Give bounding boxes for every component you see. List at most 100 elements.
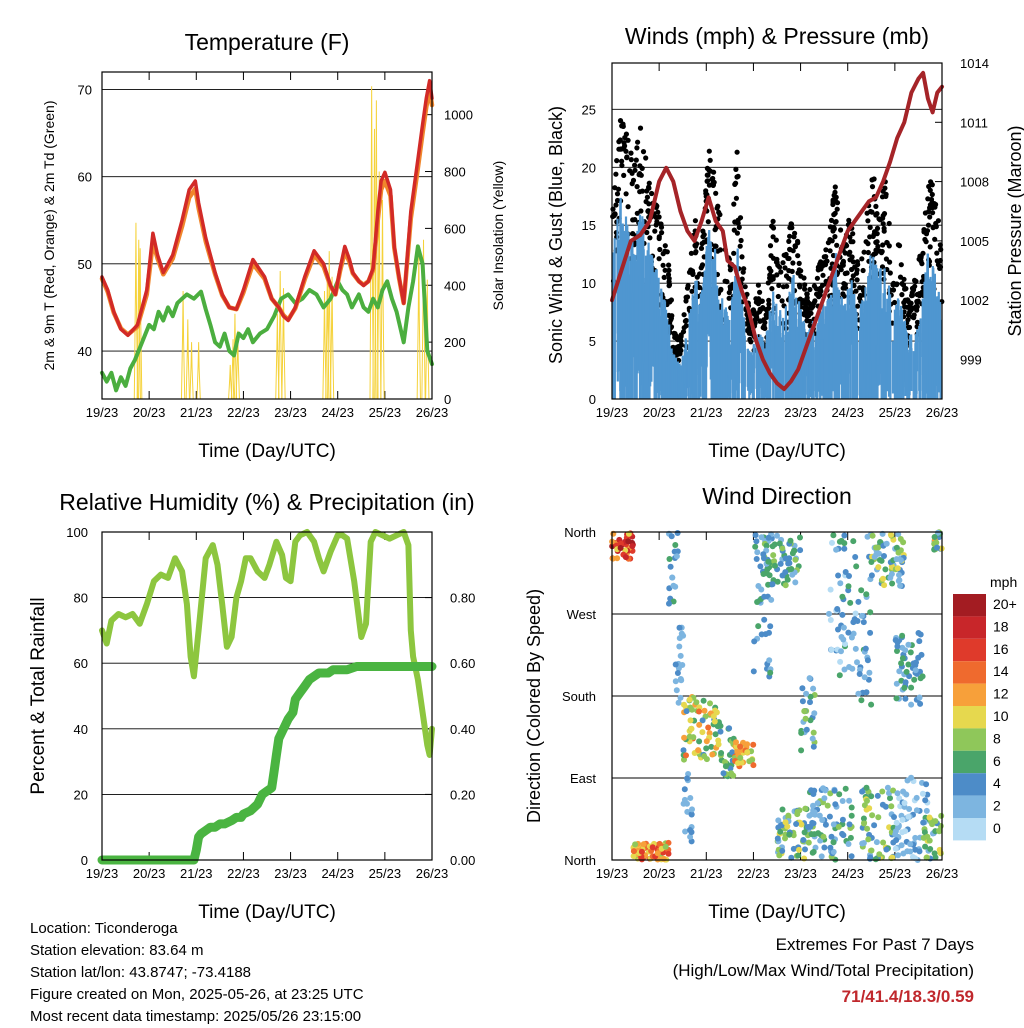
gust-point <box>847 234 853 240</box>
direction-point <box>811 809 818 816</box>
direction-point <box>755 583 762 589</box>
gust-point <box>776 282 782 288</box>
legend-swatch <box>953 616 986 639</box>
gust-point <box>930 210 936 216</box>
solar-line <box>232 313 238 400</box>
direction-point <box>836 791 843 798</box>
x-tick-label: 25/23 <box>879 866 912 881</box>
direction-point <box>893 819 900 826</box>
direction-point <box>662 843 669 850</box>
solar-line <box>228 364 233 400</box>
legend-swatch <box>953 750 986 774</box>
gust-point <box>913 304 919 310</box>
direction-point <box>696 738 703 745</box>
direction-point <box>687 827 693 833</box>
legend-label: 10 <box>993 708 1009 724</box>
x-tick-label: 20/23 <box>133 866 166 881</box>
gust-point <box>832 210 838 216</box>
gust-point <box>790 248 796 254</box>
direction-point <box>672 661 679 668</box>
gust-point <box>881 228 887 234</box>
direction-point <box>897 536 904 542</box>
gust-point <box>780 260 786 266</box>
gust-point <box>902 286 908 292</box>
gust-point <box>634 145 640 151</box>
direction-point <box>683 752 689 759</box>
direction-point <box>673 687 680 694</box>
gust-point <box>739 254 745 260</box>
direction-point <box>708 743 715 750</box>
gust-point <box>740 269 746 275</box>
direction-point <box>810 848 817 855</box>
gust-point <box>850 259 856 265</box>
gust-point <box>647 235 653 241</box>
direction-point <box>895 531 902 538</box>
direction-point <box>752 543 759 550</box>
direction-point <box>867 629 874 636</box>
gust-point <box>628 150 634 156</box>
gust-point <box>844 270 850 276</box>
direction-point <box>684 775 691 782</box>
direction-point <box>776 852 783 859</box>
gust-point <box>922 210 929 216</box>
gust-point <box>639 165 645 171</box>
gust-point <box>757 318 763 324</box>
direction-point <box>795 852 802 859</box>
gust-point <box>714 205 720 211</box>
gust-point <box>821 254 827 260</box>
gust-point <box>855 303 861 309</box>
gust-point <box>864 210 870 216</box>
gust-point <box>620 121 626 127</box>
y-tick-label: North <box>564 853 596 868</box>
gust-point <box>927 244 933 250</box>
direction-point <box>868 847 875 854</box>
gust-point <box>927 205 933 211</box>
direction-point <box>632 841 639 848</box>
direction-point <box>847 599 854 606</box>
x-tick-label: 20/23 <box>643 866 676 881</box>
direction-point <box>868 793 875 800</box>
gust-point <box>731 201 737 207</box>
direction-point <box>841 545 848 552</box>
gust-point <box>734 149 740 155</box>
direction-point <box>810 685 817 692</box>
x-tick-label: 24/23 <box>831 866 864 881</box>
legend-swatch <box>953 594 986 617</box>
direction-point <box>901 684 908 691</box>
direction-point <box>630 853 637 860</box>
direction-point <box>670 598 677 605</box>
gust-point <box>632 217 638 223</box>
direction-point <box>931 850 938 857</box>
direction-point <box>827 844 834 851</box>
direction-point <box>809 735 816 742</box>
gust-point <box>666 267 672 273</box>
direction-point <box>746 758 753 765</box>
x-tick-label: 23/23 <box>784 405 817 420</box>
direction-point <box>853 563 860 570</box>
gust-point <box>634 184 640 190</box>
gust-point <box>689 288 695 294</box>
gust-point <box>782 265 788 271</box>
direction-point <box>779 572 786 579</box>
direction-point <box>833 546 840 553</box>
direction-point <box>682 828 689 835</box>
gust-point <box>922 236 928 243</box>
gust-point <box>610 206 616 212</box>
direction-point <box>750 762 757 769</box>
station-info: Location: Ticonderoga Station elevation:… <box>30 918 364 1028</box>
direction-point <box>918 651 925 658</box>
station-location: Location: Ticonderoga <box>30 920 178 937</box>
panel-direction: Wind Direction 19/23 20/23 21/23 22/23 23/23 2… <box>524 483 1017 923</box>
y2-tick-label: 0.80 <box>450 591 475 606</box>
direction-point <box>854 659 860 666</box>
y-tick-label: 5 <box>589 334 596 349</box>
gust-point <box>704 172 710 178</box>
direction-point <box>852 610 859 617</box>
gust-point <box>796 260 802 266</box>
y2-tick-label: 0.40 <box>450 722 475 737</box>
gust-point <box>709 176 715 182</box>
solar-line <box>275 313 280 400</box>
gust-point <box>742 284 748 290</box>
gust-point <box>633 157 639 163</box>
direction-point <box>765 581 772 588</box>
